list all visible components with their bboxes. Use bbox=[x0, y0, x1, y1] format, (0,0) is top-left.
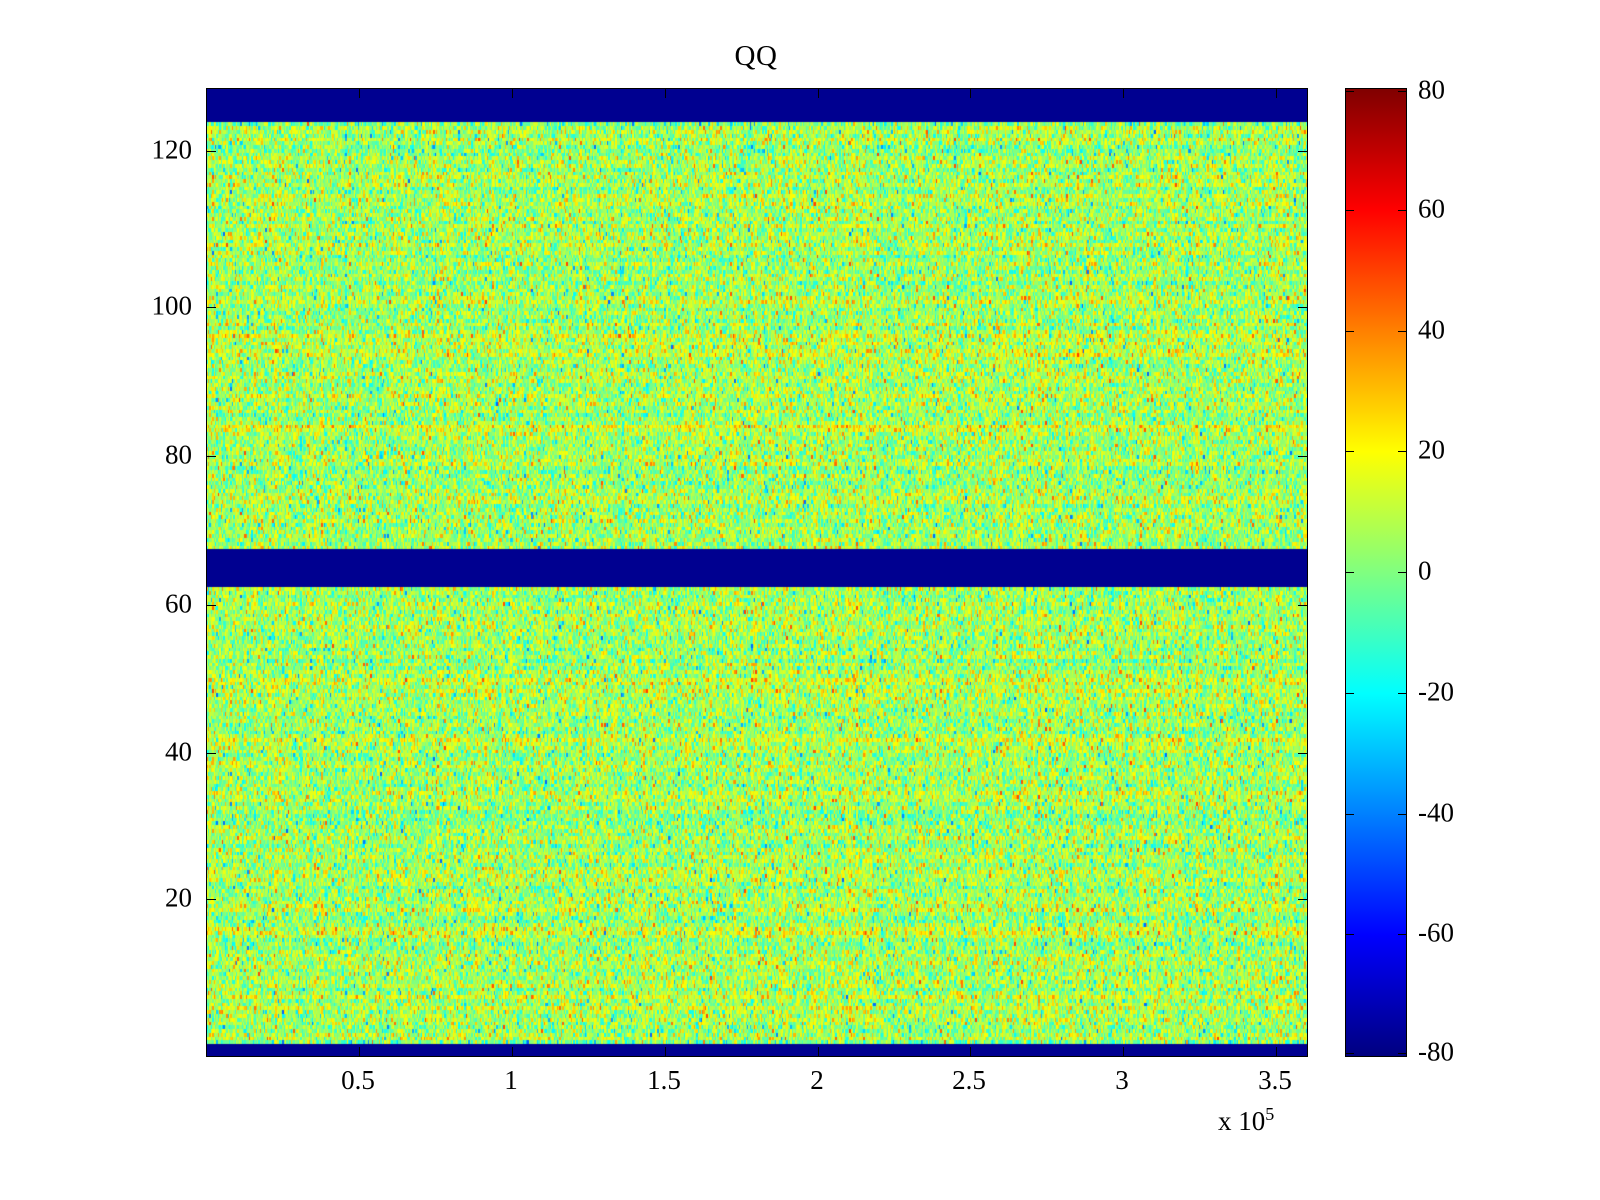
x-axis-exponent-base: x 10 bbox=[1218, 1106, 1266, 1136]
x-tick-label: 2 bbox=[810, 1065, 824, 1095]
y-tick-label: 40 bbox=[165, 736, 192, 767]
colorbar-tick-left bbox=[1346, 572, 1354, 573]
colorbar-tick-left bbox=[1346, 210, 1354, 211]
colorbar-tick-right bbox=[1398, 934, 1406, 935]
colorbar[interactable] bbox=[1345, 88, 1407, 1057]
colorbar-tick-label: -40 bbox=[1418, 797, 1454, 828]
colorbar-tick-left bbox=[1346, 331, 1354, 332]
colorbar-tick-right bbox=[1398, 572, 1406, 573]
x-tick-top bbox=[1123, 89, 1124, 98]
y-tick-label: 20 bbox=[165, 882, 192, 913]
x-tick-top bbox=[359, 89, 360, 98]
x-tick-label: 2.5 bbox=[952, 1065, 986, 1095]
y-tick-right bbox=[1298, 753, 1307, 754]
x-tick-top bbox=[818, 89, 819, 98]
y-tick-label: 60 bbox=[165, 588, 192, 619]
colorbar-tick-label: 0 bbox=[1418, 555, 1432, 586]
colorbar-tick-right bbox=[1398, 693, 1406, 694]
x-tick-top bbox=[512, 89, 513, 98]
colorbar-tick-label: -20 bbox=[1418, 676, 1454, 707]
colorbar-tick-label: -60 bbox=[1418, 917, 1454, 948]
colorbar-tick-right bbox=[1398, 451, 1406, 452]
x-axis-exponent-power: 5 bbox=[1265, 1104, 1275, 1124]
y-tick-left bbox=[207, 605, 216, 606]
x-tick-label: 3 bbox=[1115, 1065, 1129, 1095]
x-tick-top bbox=[1276, 89, 1277, 98]
colorbar-tick-label: 40 bbox=[1418, 314, 1445, 345]
colorbar-tick-label: 60 bbox=[1418, 193, 1445, 224]
colorbar-tick-right bbox=[1398, 1053, 1406, 1054]
colorbar-tick-left bbox=[1346, 91, 1354, 92]
colorbar-tick-label: -80 bbox=[1418, 1036, 1454, 1067]
colorbar-tick-left bbox=[1346, 1053, 1354, 1054]
colorbar-gradient bbox=[1346, 89, 1406, 1056]
x-tick-label: 1.5 bbox=[647, 1065, 681, 1095]
heatmap-image bbox=[207, 89, 1307, 1056]
page-title: QQ bbox=[734, 40, 778, 72]
colorbar-tick-left bbox=[1346, 934, 1354, 935]
y-tick-left bbox=[207, 307, 216, 308]
y-tick-left bbox=[207, 151, 216, 152]
x-tick-bottom bbox=[1276, 1047, 1277, 1056]
colorbar-tick-right bbox=[1398, 331, 1406, 332]
x-tick-bottom bbox=[665, 1047, 666, 1056]
y-tick-right bbox=[1298, 307, 1307, 308]
y-tick-left bbox=[207, 456, 216, 457]
x-axis-exponent-label: x 105 bbox=[1218, 1104, 1274, 1137]
x-tick-bottom bbox=[970, 1047, 971, 1056]
x-tick-bottom bbox=[512, 1047, 513, 1056]
y-tick-right bbox=[1298, 151, 1307, 152]
colorbar-tick-left bbox=[1346, 451, 1354, 452]
y-tick-left bbox=[207, 899, 216, 900]
x-tick-bottom bbox=[359, 1047, 360, 1056]
y-tick-label: 100 bbox=[151, 290, 193, 321]
colorbar-tick-label: 80 bbox=[1418, 74, 1445, 105]
x-tick-top bbox=[970, 89, 971, 98]
colorbar-tick-left bbox=[1346, 693, 1354, 694]
x-tick-top bbox=[665, 89, 666, 98]
y-tick-left bbox=[207, 753, 216, 754]
y-tick-label: 80 bbox=[165, 439, 192, 470]
heatmap-axes[interactable] bbox=[206, 88, 1308, 1057]
y-tick-label: 120 bbox=[151, 134, 193, 165]
x-tick-label: 3.5 bbox=[1258, 1065, 1292, 1095]
colorbar-tick-right bbox=[1398, 91, 1406, 92]
colorbar-tick-right bbox=[1398, 814, 1406, 815]
x-tick-label: 0.5 bbox=[341, 1065, 375, 1095]
y-tick-right bbox=[1298, 605, 1307, 606]
colorbar-tick-label: 20 bbox=[1418, 434, 1445, 465]
colorbar-tick-left bbox=[1346, 814, 1354, 815]
x-tick-bottom bbox=[818, 1047, 819, 1056]
y-tick-right bbox=[1298, 456, 1307, 457]
colorbar-tick-right bbox=[1398, 210, 1406, 211]
x-tick-bottom bbox=[1123, 1047, 1124, 1056]
x-tick-label: 1 bbox=[504, 1065, 518, 1095]
y-tick-right bbox=[1298, 899, 1307, 900]
